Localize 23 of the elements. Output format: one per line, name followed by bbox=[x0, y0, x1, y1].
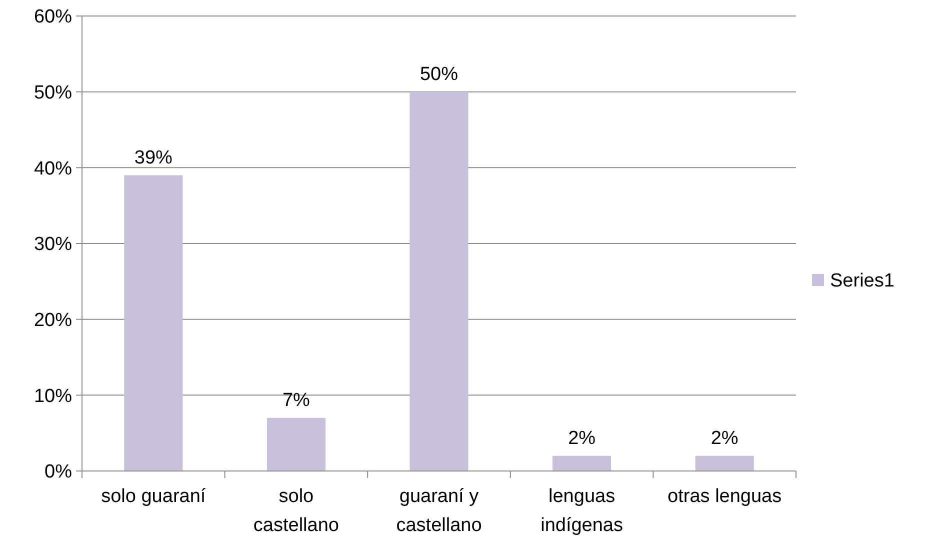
data-label: 39% bbox=[134, 147, 173, 168]
y-tick-label: 60% bbox=[34, 6, 72, 28]
bar bbox=[124, 175, 183, 471]
x-tick-label: guaraní y castellano bbox=[396, 486, 482, 536]
data-label: 50% bbox=[420, 64, 458, 85]
x-tick-label: solo guaraní bbox=[101, 486, 206, 507]
bar bbox=[266, 418, 326, 471]
x-tick-label: otras lenguas bbox=[668, 486, 782, 507]
legend-label: Series1 bbox=[830, 270, 894, 292]
bar bbox=[410, 92, 468, 471]
y-tick-label: 40% bbox=[34, 158, 72, 180]
y-tick-label: 10% bbox=[34, 386, 72, 407]
bar bbox=[695, 456, 754, 471]
data-label: 7% bbox=[282, 390, 310, 411]
data-label: 2% bbox=[568, 428, 596, 449]
y-tick-label: 30% bbox=[34, 234, 72, 256]
x-tick-label: solo castellano bbox=[253, 486, 339, 536]
bar bbox=[552, 456, 612, 471]
y-tick-label: 50% bbox=[34, 82, 72, 104]
data-label: 2% bbox=[710, 428, 738, 449]
y-tick-label: 0% bbox=[44, 462, 72, 483]
x-tick-label: lenguas indígenas bbox=[540, 486, 624, 536]
y-tick-label: 20% bbox=[34, 310, 72, 331]
